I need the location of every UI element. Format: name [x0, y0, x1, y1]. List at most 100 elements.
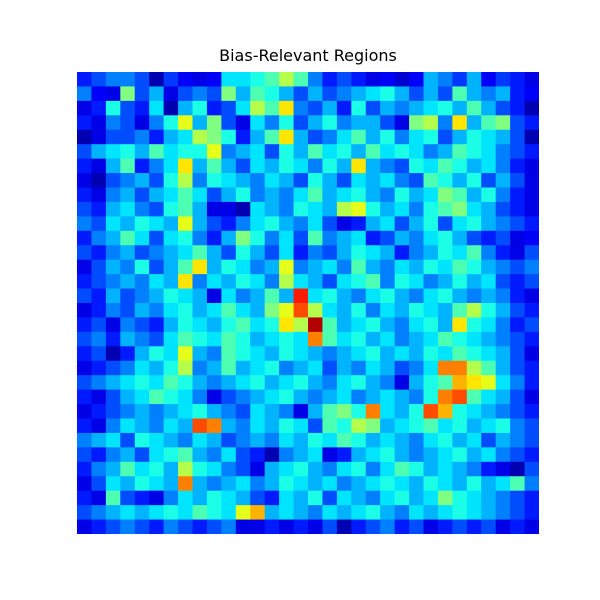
heatmap-cell: [264, 115, 280, 131]
heatmap-cell: [365, 245, 381, 261]
heatmap-cell: [149, 129, 165, 145]
heatmap-cell: [250, 144, 266, 160]
heatmap-cell: [351, 447, 367, 463]
heatmap-cell: [105, 476, 121, 492]
heatmap-cell: [351, 259, 367, 275]
heatmap-cell: [308, 432, 323, 448]
heatmap-cell: [351, 519, 367, 534]
heatmap-cell: [77, 303, 92, 318]
heatmap-cell: [466, 461, 482, 477]
heatmap-cell: [423, 346, 439, 362]
heatmap-cell: [524, 245, 539, 261]
heatmap-cell: [495, 173, 511, 188]
heatmap-cell: [308, 519, 323, 534]
heatmap-cell: [221, 201, 237, 217]
heatmap-cell: [264, 201, 280, 217]
heatmap-cell: [235, 173, 251, 188]
heatmap-cell: [423, 432, 439, 448]
heatmap-cell: [293, 288, 309, 304]
heatmap-cell: [394, 230, 410, 246]
heatmap-cell: [91, 404, 107, 419]
heatmap-cell: [134, 129, 150, 145]
heatmap-cell: [293, 404, 309, 419]
heatmap-cell: [481, 317, 497, 333]
heatmap-cell: [322, 129, 338, 145]
heatmap-cell: [250, 505, 266, 520]
heatmap-cell: [250, 346, 266, 362]
heatmap-cell: [409, 245, 424, 261]
heatmap-cell: [452, 432, 468, 448]
heatmap-cell: [105, 144, 121, 160]
heatmap-cell: [264, 476, 280, 492]
heatmap-cell: [365, 129, 381, 145]
heatmap-cell: [510, 404, 525, 419]
heatmap-cell: [134, 476, 150, 492]
heatmap-cell: [423, 72, 439, 87]
heatmap-cell: [149, 404, 165, 419]
heatmap-cell: [250, 187, 266, 203]
heatmap-cell: [91, 418, 107, 434]
heatmap-cell: [524, 418, 539, 434]
heatmap-cell: [437, 245, 453, 261]
heatmap-cell: [365, 389, 381, 405]
heatmap-cell: [206, 360, 222, 376]
heatmap-cell: [293, 86, 309, 102]
heatmap-cell: [77, 288, 92, 304]
heatmap-cell: [91, 447, 107, 463]
heatmap-cell: [510, 519, 525, 534]
heatmap-cell: [178, 317, 193, 333]
heatmap-cell: [221, 317, 237, 333]
heatmap-cell: [235, 404, 251, 419]
heatmap-cell: [495, 476, 511, 492]
heatmap-cell: [394, 418, 410, 434]
heatmap-cell: [351, 303, 367, 318]
heatmap-cell: [481, 100, 497, 116]
heatmap-cell: [206, 129, 222, 145]
heatmap-cell: [322, 187, 338, 203]
heatmap-cell: [178, 173, 193, 188]
heatmap-cell: [423, 317, 439, 333]
heatmap-cell: [221, 303, 237, 318]
heatmap-cell: [524, 144, 539, 160]
heatmap-cell: [235, 245, 251, 261]
heatmap-cell: [336, 259, 352, 275]
heatmap-cell: [105, 86, 121, 102]
heatmap-cell: [423, 490, 439, 506]
heatmap-cell: [336, 490, 352, 506]
heatmap-cell: [409, 259, 424, 275]
heatmap-cell: [336, 360, 352, 376]
heatmap-cell: [163, 86, 179, 102]
heatmap-cell: [178, 447, 193, 463]
heatmap-cell: [409, 360, 424, 376]
heatmap-cell: [510, 115, 525, 131]
heatmap-cell: [394, 519, 410, 534]
heatmap-cell: [495, 187, 511, 203]
heatmap-cell: [293, 230, 309, 246]
heatmap-cell: [91, 86, 107, 102]
heatmap-cell: [163, 505, 179, 520]
heatmap-cell: [322, 245, 338, 261]
heatmap-cell: [163, 100, 179, 116]
heatmap-cell: [351, 216, 367, 232]
heatmap-cell: [365, 346, 381, 362]
heatmap-cell: [91, 288, 107, 304]
heatmap-cell: [524, 115, 539, 131]
heatmap-cell: [466, 404, 482, 419]
heatmap-cell: [279, 259, 294, 275]
heatmap-cell: [264, 360, 280, 376]
heatmap-cell: [235, 432, 251, 448]
heatmap-cell: [91, 331, 107, 347]
heatmap-cell: [163, 274, 179, 289]
heatmap-cell: [510, 129, 525, 145]
heatmap-cell: [380, 86, 396, 102]
heatmap-cell: [510, 505, 525, 520]
heatmap-cell: [206, 86, 222, 102]
heatmap-cell: [250, 447, 266, 463]
heatmap-cell: [308, 288, 323, 304]
heatmap-cell: [452, 375, 468, 391]
heatmap-cell: [77, 331, 92, 347]
heatmap-cell: [308, 72, 323, 87]
heatmap-cell: [437, 490, 453, 506]
heatmap-cell: [221, 331, 237, 347]
heatmap-cell: [206, 432, 222, 448]
